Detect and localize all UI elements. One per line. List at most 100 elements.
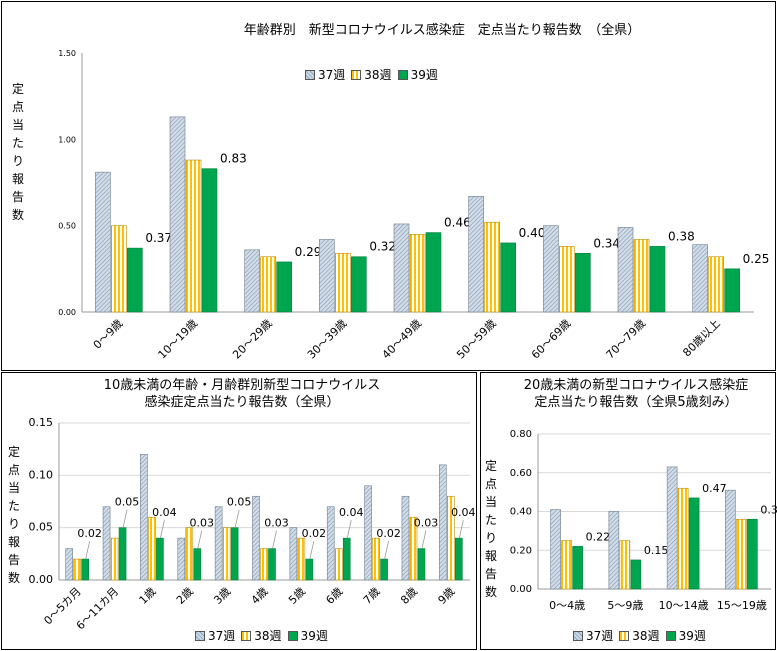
- bar-38週: [260, 548, 268, 581]
- bar-37週: [608, 511, 620, 590]
- bar-38週: [73, 558, 81, 581]
- bar-38週: [633, 239, 650, 313]
- x-tick-label: 5～9歳: [607, 599, 643, 612]
- data-label: 0.03: [190, 517, 215, 530]
- bar-38週: [736, 518, 747, 590]
- legend-swatch-39: [665, 630, 676, 641]
- bar-37週: [550, 509, 561, 590]
- x-tick-label: 80歳以上: [680, 317, 722, 359]
- bar-38週: [409, 516, 418, 581]
- legend: 37週 38週 39週: [195, 627, 328, 644]
- data-label: 0.04: [152, 506, 177, 519]
- bar-37週: [177, 537, 186, 581]
- data-label: 0.46: [444, 216, 471, 230]
- bar-37週: [393, 223, 410, 313]
- bar-38週: [260, 256, 276, 313]
- chart-panel-under-10: 10歳未満の年齢・月齢群別新型コロナウイルス 感染症定点当たり報告数（全県） 定…: [1, 372, 477, 650]
- data-label: 0.83: [220, 152, 247, 166]
- data-label-leader: [272, 530, 277, 549]
- bar-39週: [455, 537, 463, 581]
- bar-39週: [425, 232, 442, 313]
- legend-item-37: 37週: [195, 627, 235, 644]
- x-tick-label: 20～29歳: [230, 317, 275, 362]
- x-tick-label: 0～9歳: [91, 317, 126, 352]
- bar-37週: [244, 249, 260, 313]
- x-tick-label: 40～49歳: [380, 317, 425, 362]
- legend-swatch-37: [195, 630, 205, 641]
- x-tick-label: 15～19歳: [717, 599, 767, 612]
- bar-39週: [417, 548, 426, 581]
- legend-item-39: 39週: [665, 627, 706, 644]
- y-tick-label: 0.00: [58, 308, 76, 317]
- data-label: 0.15: [644, 544, 669, 557]
- bar-38週: [619, 540, 631, 590]
- chart-plot-under-20: 0.00 0.20 0.40 0.60 0.80 0.22 0～4歳 0.15 5～9歳 0.47…: [510, 429, 777, 612]
- y-tick-label: 0.60: [510, 468, 532, 479]
- legend-item-39: 39週: [397, 66, 438, 83]
- bar-37週: [252, 495, 260, 581]
- legend: 37週 38週 39週: [305, 66, 438, 83]
- data-label: 0.05: [227, 496, 252, 509]
- data-label-leader: [85, 540, 91, 560]
- bar-38週: [409, 234, 426, 313]
- bar-39週: [630, 559, 642, 590]
- bar-37週: [401, 495, 410, 581]
- bar-37週: [289, 527, 298, 581]
- bar-38週: [148, 516, 156, 581]
- data-label-leader: [160, 520, 165, 539]
- data-label-leader: [346, 520, 352, 539]
- bar-38週: [677, 487, 689, 590]
- legend-swatch-39: [287, 630, 298, 641]
- y-axis-label: 定点当たり報告数: [11, 82, 24, 222]
- x-tick-label: 5歳: [286, 585, 308, 607]
- data-label: 0.38: [668, 229, 695, 243]
- bar-38週: [447, 495, 455, 581]
- data-label: 0.34: [593, 236, 620, 250]
- chart-title: 10歳未満の年齢・月齢群別新型コロナウイルス 感染症定点当たり報告数（全県）: [103, 378, 381, 410]
- data-label: 0.25: [743, 252, 770, 266]
- x-tick-label: 4歳: [249, 585, 271, 607]
- legend-item-38: 38週: [241, 627, 282, 644]
- legend-swatch-37: [573, 630, 583, 641]
- bar-39週: [572, 546, 583, 590]
- data-label: 0.03: [264, 517, 289, 530]
- legend-item-37: 37週: [305, 66, 345, 83]
- data-label-leader: [458, 520, 464, 539]
- x-tick-label: 70～79歳: [604, 317, 649, 362]
- bar-37週: [468, 196, 484, 313]
- bar-38週: [708, 256, 724, 313]
- x-tick-label: 7歳: [361, 585, 383, 607]
- bar-39週: [230, 527, 239, 581]
- x-tick-label: 2歳: [174, 585, 196, 607]
- bar-39週: [342, 537, 351, 581]
- bar-37週: [319, 239, 335, 313]
- bar-39週: [201, 168, 218, 313]
- y-tick-label: 0.15: [29, 416, 54, 429]
- bar-37週: [95, 171, 111, 313]
- data-label: 0.04: [451, 506, 476, 519]
- chart-plot-under-10: 0.000.050.100.150.020～5カ月0.056～11カ月0.041…: [29, 416, 476, 632]
- bar-38週: [110, 537, 119, 581]
- chart-title: 20歳未満の新型コロナウイルス感染症 定点当たり報告数（全県5歳刻み）: [523, 378, 749, 410]
- y-tick-label: 0.20: [510, 545, 532, 556]
- bar-38週: [222, 527, 231, 581]
- bar-39週: [575, 252, 591, 313]
- bar-38週: [372, 537, 380, 581]
- x-tick-label: 1歳: [137, 585, 159, 607]
- legend-swatch-39: [397, 69, 408, 80]
- bar-37週: [692, 244, 708, 313]
- bar-38週: [559, 246, 575, 313]
- chart-title: 年齢群別 新型コロナウイルス感染症 定点当たり報告数 （全県）: [243, 23, 641, 38]
- y-tick-label: 1.00: [58, 135, 76, 144]
- bar-37週: [169, 116, 186, 313]
- data-label: 0.04: [339, 506, 364, 519]
- bar-38週: [185, 159, 202, 313]
- chart-panel-age-groups: 年齢群別 新型コロナウイルス感染症 定点当たり報告数 （全県） 定点当たり報告数…: [1, 1, 776, 371]
- legend-swatch-38: [241, 630, 252, 641]
- bar-39週: [380, 558, 388, 581]
- bar-37週: [617, 227, 634, 313]
- x-tick-label: 10～19歳: [156, 317, 201, 362]
- legend-item-38: 38週: [351, 66, 392, 83]
- legend-swatch-37: [305, 69, 315, 80]
- bar-38週: [185, 527, 194, 581]
